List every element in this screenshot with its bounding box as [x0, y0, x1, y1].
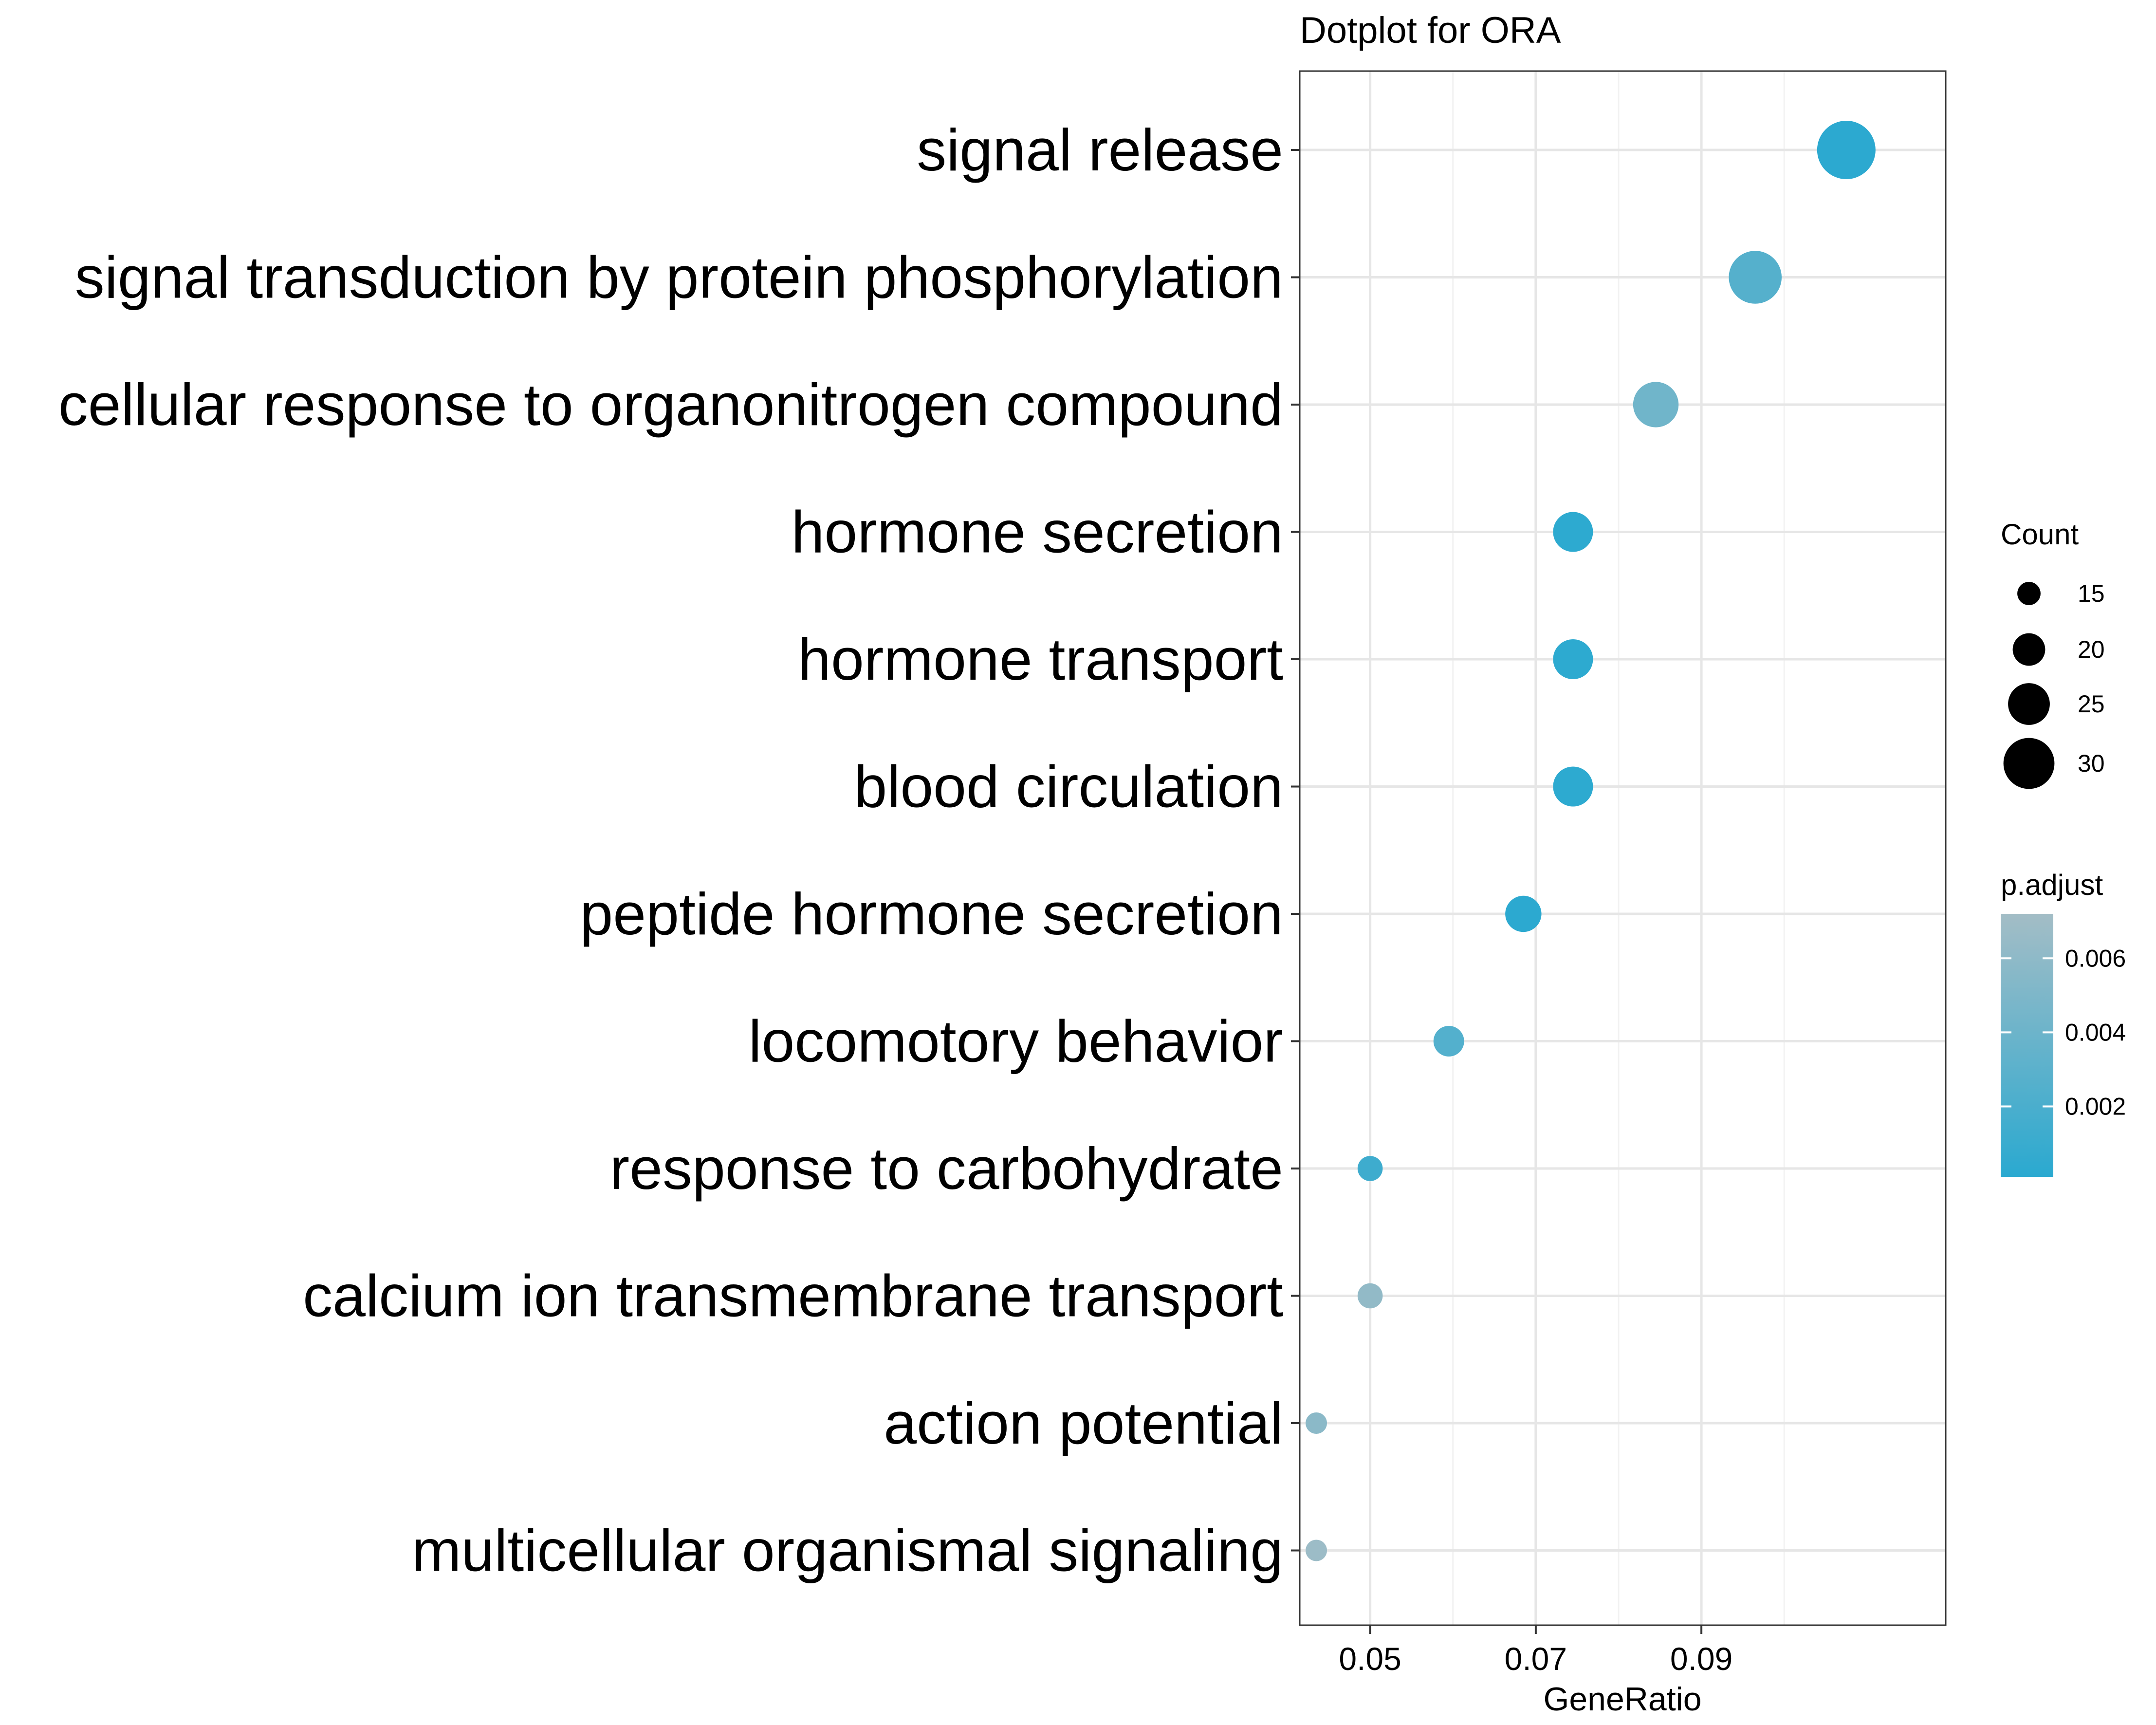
size-legend-key	[2003, 738, 2055, 789]
data-point	[1357, 1156, 1383, 1181]
chart-title: Dotplot for ORA	[1300, 10, 1561, 51]
x-axis: 0.05 0.07 0.09	[1339, 1625, 1732, 1677]
y-tick-label: signal release	[917, 117, 1283, 183]
data-point	[1306, 1540, 1327, 1561]
y-tick-label: locomotory behavior	[748, 1008, 1283, 1075]
size-legend-key	[2017, 582, 2041, 605]
size-legend-label: 20	[2078, 636, 2105, 663]
color-legend-bar	[2001, 914, 2053, 1177]
data-point	[1729, 251, 1782, 304]
y-tick-label: calcium ion transmembrane transport	[303, 1263, 1283, 1329]
y-tick-label: action potential	[884, 1390, 1283, 1456]
data-point	[1553, 639, 1593, 679]
data-point	[1553, 766, 1593, 807]
data-point	[1633, 382, 1679, 427]
data-points	[1306, 121, 1876, 1561]
y-tick-label: hormone transport	[798, 626, 1283, 692]
size-legend-key	[2012, 633, 2045, 666]
color-legend-ticks: 0.002 0.004 0.006	[2001, 945, 2126, 1120]
data-point	[1553, 512, 1593, 552]
x-tick-label: 0.07	[1505, 1641, 1567, 1677]
data-point	[1817, 121, 1876, 179]
y-tick-label: peptide hormone secretion	[580, 881, 1283, 947]
x-tick-label: 0.05	[1339, 1641, 1401, 1677]
grid-lines	[1300, 71, 1946, 1625]
data-point	[1505, 895, 1542, 932]
data-point	[1357, 1283, 1383, 1309]
color-legend-label: 0.006	[2065, 945, 2126, 972]
y-axis: signal release signal transduction by pro…	[58, 117, 1300, 1584]
size-legend-keys: 15 20 25 30	[2003, 580, 2105, 789]
x-axis-title: GeneRatio	[1543, 1681, 1701, 1718]
y-tick-label: blood circulation	[854, 754, 1283, 820]
y-tick-label: cellular response to organonitrogen comp…	[58, 371, 1283, 438]
size-legend-key	[2008, 683, 2050, 725]
color-legend-title: p.adjust	[2001, 869, 2103, 901]
color-legend-label: 0.002	[2065, 1093, 2126, 1120]
legend: Count 15 20 25 30 p.adjust 0.002 0.004 0.006	[2001, 518, 2126, 1177]
y-tick-label: multicellular organismal signaling	[412, 1518, 1283, 1584]
data-point	[1433, 1026, 1464, 1057]
color-legend-label: 0.004	[2065, 1019, 2126, 1046]
size-legend-label: 25	[2078, 690, 2105, 718]
y-tick-label: signal transduction by protein phosphory…	[75, 244, 1283, 311]
size-legend-title: Count	[2001, 518, 2079, 551]
x-tick-label: 0.09	[1670, 1641, 1732, 1677]
size-legend-label: 30	[2078, 750, 2105, 777]
size-legend-label: 15	[2078, 580, 2105, 607]
y-tick-label: hormone secretion	[792, 499, 1283, 565]
y-tick-label: response to carbohydrate	[609, 1135, 1283, 1202]
plot-panel-border	[1299, 70, 1947, 1626]
data-point	[1306, 1412, 1327, 1434]
